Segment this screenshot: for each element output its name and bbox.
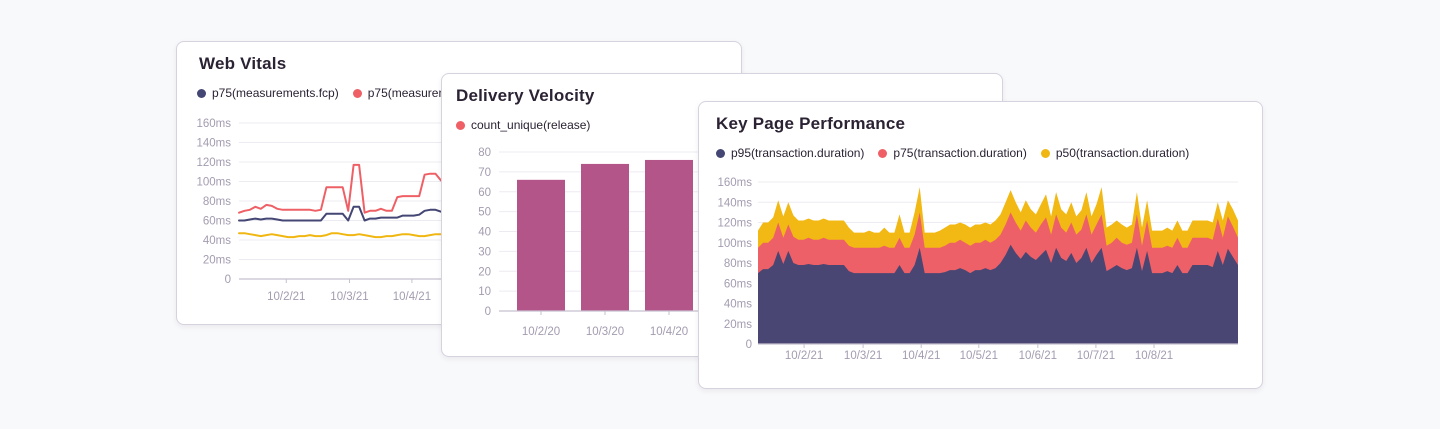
x-axis-label: 10/3/20 xyxy=(586,326,624,338)
y-axis-label: 30 xyxy=(478,246,491,258)
y-axis-label: 50 xyxy=(478,207,491,219)
legend-dot xyxy=(197,88,206,98)
y-axis-label: 80ms xyxy=(724,258,752,270)
bar[interactable] xyxy=(517,179,565,311)
y-axis-label: 80ms xyxy=(203,196,231,208)
line-series[interactable] xyxy=(238,232,442,239)
y-axis-label: 40 xyxy=(478,227,491,239)
y-axis-label: 140ms xyxy=(196,138,231,150)
legend-dot xyxy=(352,88,362,98)
legend-label: p75(transaction.duration) xyxy=(893,146,1027,160)
y-axis-label: 100ms xyxy=(196,177,231,189)
legend-dot xyxy=(456,120,465,130)
y-axis-label: 0 xyxy=(746,339,752,351)
x-axis-label: 10/3/21 xyxy=(844,350,882,362)
y-axis-label: 60ms xyxy=(724,278,752,290)
legend-label: p50(transaction.duration) xyxy=(1055,146,1190,160)
y-axis-label: 10 xyxy=(478,286,491,298)
legend-dot xyxy=(716,148,725,158)
legend-label: p95(transaction.duration) xyxy=(731,146,865,160)
x-axis-label: 10/4/21 xyxy=(393,291,431,303)
x-axis-label: 10/2/20 xyxy=(522,326,560,338)
y-axis-label: 160ms xyxy=(717,177,752,189)
y-axis-label: 120ms xyxy=(717,218,752,230)
y-axis-label: 80 xyxy=(478,147,491,159)
legend-item[interactable]: p95(transaction.duration) xyxy=(716,146,864,160)
y-axis-label: 0 xyxy=(225,274,231,286)
key-page-performance-card: Key Page Performance p95(transaction.dur… xyxy=(698,101,1263,389)
legend-label: count_unique(release) xyxy=(471,118,591,132)
legend-item[interactable]: count_unique(release) xyxy=(456,118,590,132)
legend-label: p75(measurements.fcp) xyxy=(212,86,339,100)
x-axis-label: 10/7/21 xyxy=(1077,350,1115,362)
x-axis-label: 10/2/21 xyxy=(267,291,305,303)
y-axis-label: 0 xyxy=(485,306,491,318)
y-axis-label: 100ms xyxy=(717,238,752,250)
area-series[interactable] xyxy=(758,244,1238,344)
bar[interactable] xyxy=(581,163,629,311)
delivery-velocity-chart[interactable]: 0 10 20 30 40 50 60 70 80 10/2/20 10/3/20 10/4/20 xyxy=(442,74,1003,357)
y-axis-label: 20ms xyxy=(203,255,231,267)
y-axis-label: 60ms xyxy=(203,216,231,228)
x-axis-label: 10/8/21 xyxy=(1135,350,1173,362)
legend-dot xyxy=(878,148,888,158)
y-axis-label: 160ms xyxy=(196,118,231,130)
x-axis-label: 10/2/21 xyxy=(785,350,823,362)
legend-item[interactable]: p75(transaction.duration) xyxy=(878,146,1027,160)
x-axis-label: 10/5/21 xyxy=(960,350,998,362)
x-axis-label: 10/4/21 xyxy=(902,350,940,362)
y-axis-label: 40ms xyxy=(203,235,231,247)
y-axis-label: 120ms xyxy=(196,157,231,169)
y-axis-label: 40ms xyxy=(724,299,752,311)
legend: count_unique(release) xyxy=(456,118,590,132)
line-series[interactable] xyxy=(238,205,442,222)
web-vitals-chart[interactable]: 0 20ms 40ms 60ms 80ms 100ms 120ms 140ms 160ms 10/… xyxy=(177,42,742,325)
x-axis-label: 10/3/21 xyxy=(330,291,368,303)
y-axis-label: 70 xyxy=(478,167,491,179)
card-title: Web Vitals xyxy=(199,54,287,73)
legend-item[interactable]: p75(measurements.fcp) xyxy=(197,86,339,100)
y-axis-label: 60 xyxy=(478,187,491,199)
legend-item[interactable]: p50(transaction.duration) xyxy=(1040,146,1190,160)
card-title: Key Page Performance xyxy=(716,114,906,133)
x-axis-label: 10/4/20 xyxy=(650,326,688,338)
y-axis-label: 20ms xyxy=(724,319,752,331)
line-series[interactable] xyxy=(238,163,442,214)
legend-dot xyxy=(1040,148,1050,158)
y-axis-label: 140ms xyxy=(717,197,752,209)
legend: p95(transaction.duration) p75(transaction… xyxy=(716,146,1189,160)
key-page-performance-chart[interactable]: 0 20ms 40ms 60ms 80ms 100ms 120ms 140ms 160ms 10/… xyxy=(699,102,1263,389)
x-axis-label: 10/6/21 xyxy=(1019,350,1057,362)
y-axis-label: 20 xyxy=(478,266,491,278)
bar[interactable] xyxy=(645,159,693,311)
card-title: Delivery Velocity xyxy=(456,86,595,105)
